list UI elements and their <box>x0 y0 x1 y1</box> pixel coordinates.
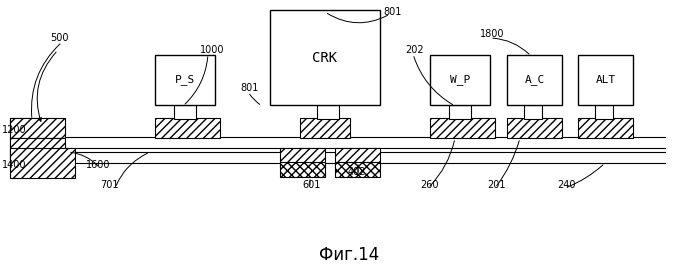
Text: 202: 202 <box>405 45 424 55</box>
Bar <box>270 10 380 105</box>
Text: P_S: P_S <box>175 75 195 85</box>
Bar <box>300 118 350 138</box>
Bar <box>524 105 542 119</box>
Bar <box>507 55 562 105</box>
Bar <box>10 138 65 163</box>
Bar <box>595 105 613 119</box>
Text: 1600: 1600 <box>86 160 110 170</box>
Bar <box>578 118 633 138</box>
Bar <box>10 148 75 178</box>
Bar <box>430 55 490 105</box>
Bar <box>507 118 562 138</box>
Text: 801: 801 <box>383 7 401 17</box>
Text: ALT: ALT <box>595 75 616 85</box>
Bar <box>155 118 220 138</box>
Text: 1000: 1000 <box>200 45 225 55</box>
Bar <box>449 105 471 119</box>
Bar <box>10 118 65 138</box>
Text: 201: 201 <box>487 180 505 190</box>
Text: W_P: W_P <box>450 75 470 85</box>
Bar <box>280 148 325 168</box>
Text: A_C: A_C <box>524 75 544 85</box>
Text: 240: 240 <box>557 180 575 190</box>
Text: 402: 402 <box>348 167 366 177</box>
Bar <box>174 105 196 119</box>
Text: 1200: 1200 <box>2 125 27 135</box>
Bar <box>317 105 339 119</box>
Text: 701: 701 <box>100 180 119 190</box>
Text: 801: 801 <box>240 83 258 93</box>
Text: CRK: CRK <box>313 50 338 65</box>
Text: 1800: 1800 <box>480 29 505 39</box>
Bar <box>430 118 495 138</box>
Bar <box>155 55 215 105</box>
Text: 500: 500 <box>50 33 68 43</box>
Text: 601: 601 <box>302 180 320 190</box>
Text: Фиг.14: Фиг.14 <box>319 246 379 264</box>
Bar <box>10 118 40 168</box>
Text: 260: 260 <box>420 180 438 190</box>
Text: 1400: 1400 <box>2 160 27 170</box>
Bar <box>578 55 633 105</box>
Bar <box>335 148 380 168</box>
Bar <box>280 162 325 177</box>
Bar <box>335 162 380 177</box>
